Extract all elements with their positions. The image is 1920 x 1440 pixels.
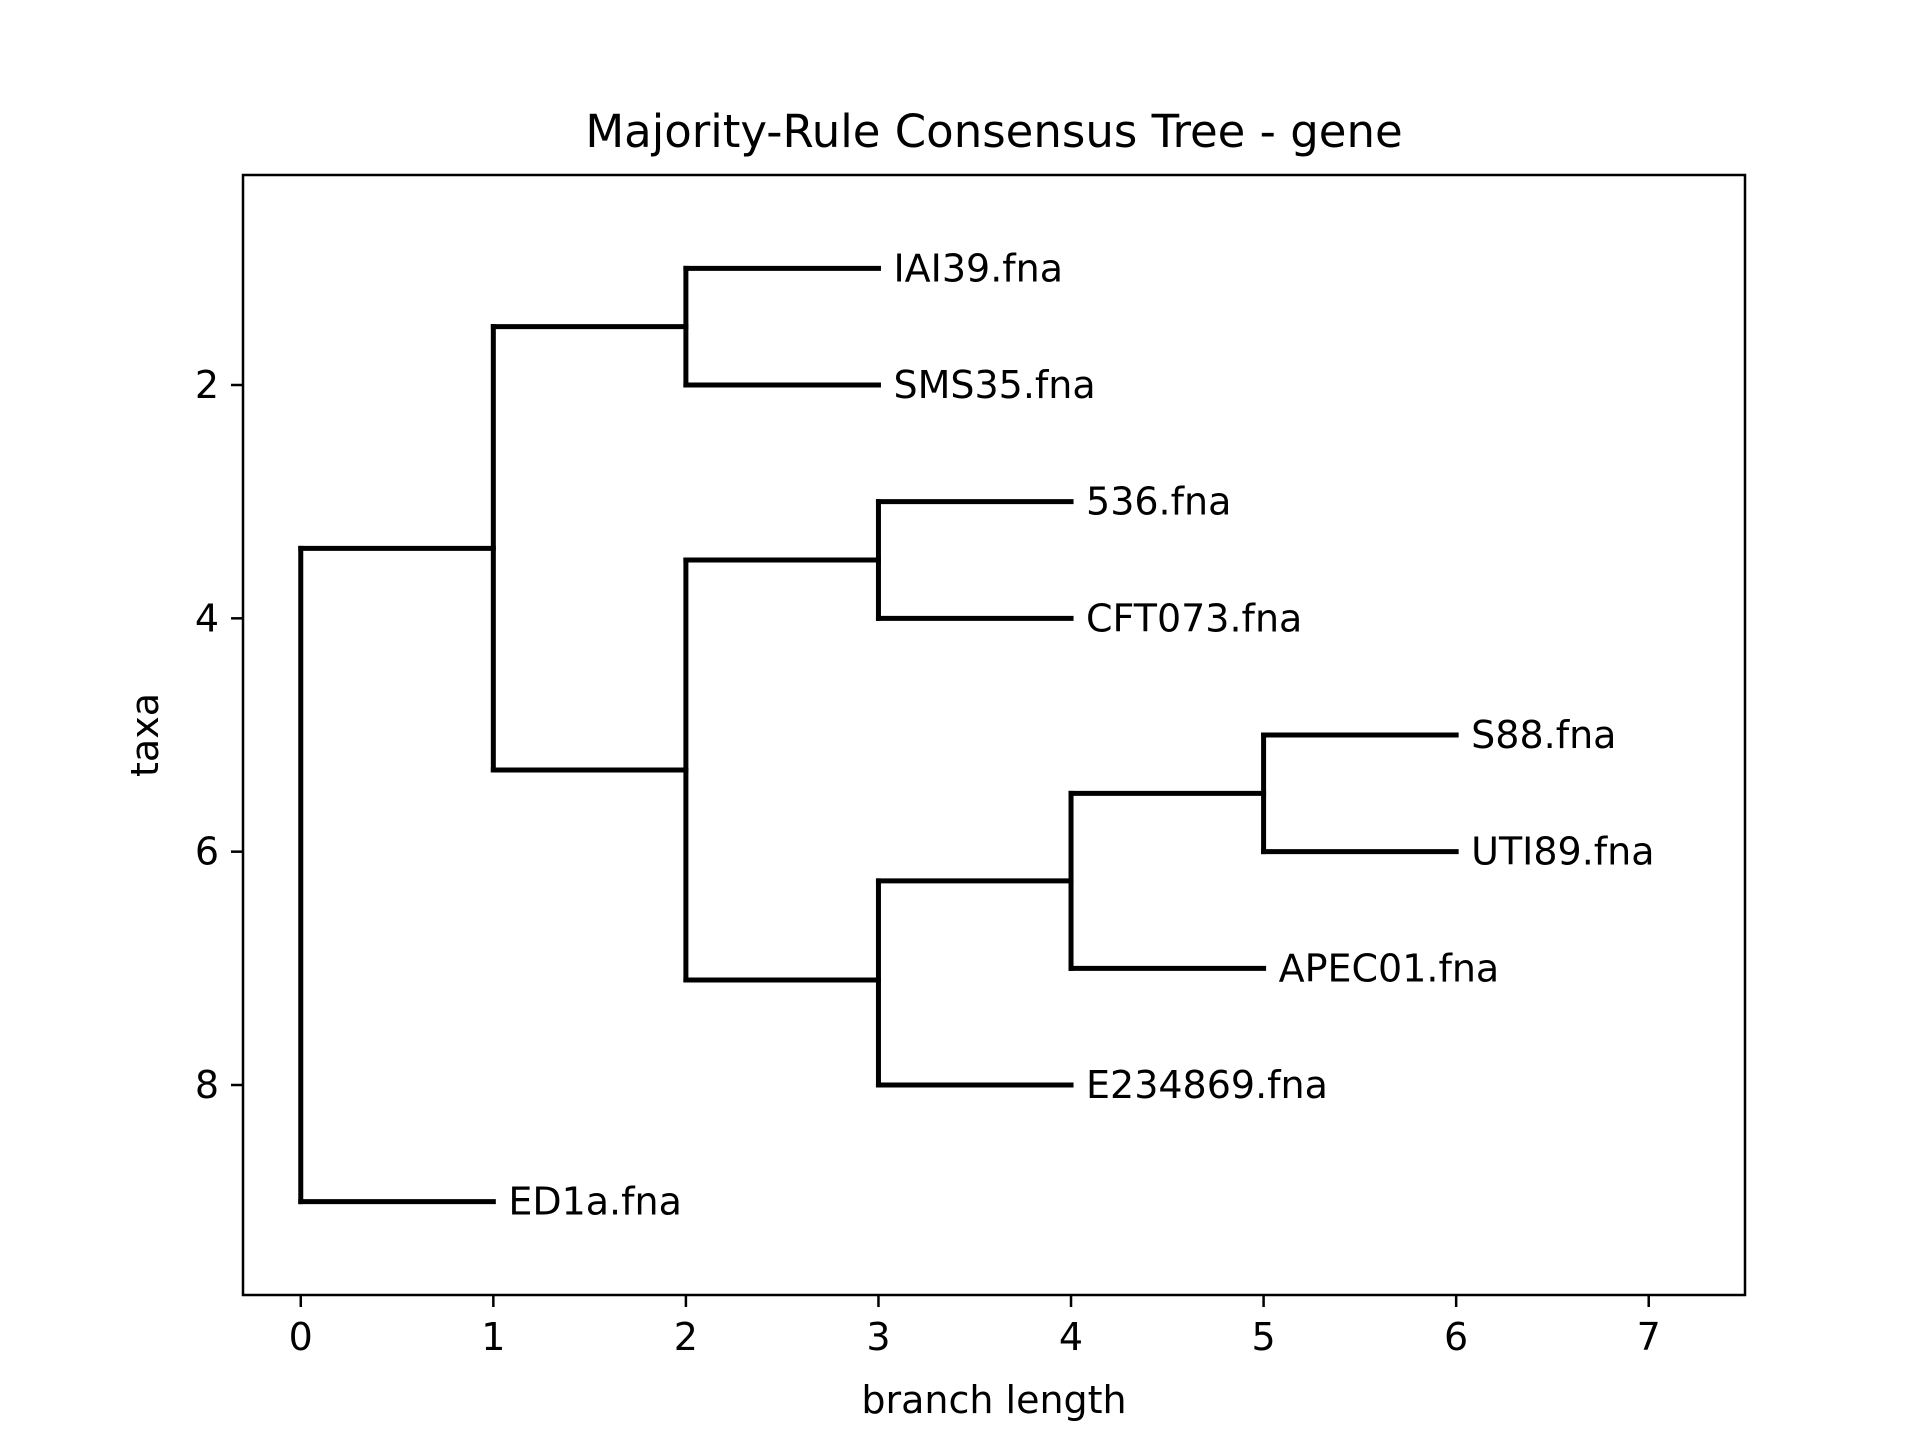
- x-tick-label: 7: [1637, 1315, 1661, 1359]
- plot-frame: [241, 173, 1747, 1297]
- x-tick-label: 5: [1251, 1315, 1275, 1359]
- x-tick-label: 2: [674, 1315, 698, 1359]
- leaf-label: S88.fna: [1471, 713, 1616, 757]
- x-tick-label: 3: [866, 1315, 890, 1359]
- leaf-label: E234869.fna: [1086, 1063, 1328, 1107]
- leaf-label: CFT073.fna: [1086, 596, 1302, 640]
- leaf-labels: IAI39.fna SMS35.fna 536.fna CFT073.fna S88.f…: [508, 246, 1654, 1223]
- leaf-label: ED1a.fna: [508, 1180, 682, 1224]
- y-axis-title: taxa: [123, 693, 167, 777]
- leaf-label: SMS35.fna: [893, 363, 1095, 407]
- y-tick-label: 8: [195, 1063, 219, 1107]
- chart-title: Majority-Rule Consensus Tree - gene: [585, 105, 1402, 158]
- y-axis: 2 4 6 8: [195, 363, 243, 1107]
- x-tick-label: 1: [481, 1315, 505, 1359]
- leaf-label: APEC01.fna: [1279, 946, 1500, 990]
- tree-branches: [298, 265, 1459, 1205]
- x-axis-title: branch length: [861, 1378, 1126, 1422]
- x-tick-label: 4: [1059, 1315, 1083, 1359]
- x-tick-label: 6: [1444, 1315, 1468, 1359]
- x-axis: 0 1 2 3 4 5 6 7: [289, 1295, 1661, 1359]
- y-tick-label: 6: [195, 830, 219, 874]
- leaf-label: IAI39.fna: [893, 246, 1063, 290]
- y-tick-label: 4: [195, 596, 219, 640]
- x-tick-label: 0: [289, 1315, 313, 1359]
- y-tick-label: 2: [195, 363, 219, 407]
- leaf-label: 536.fna: [1086, 480, 1231, 524]
- leaf-label: UTI89.fna: [1471, 830, 1654, 874]
